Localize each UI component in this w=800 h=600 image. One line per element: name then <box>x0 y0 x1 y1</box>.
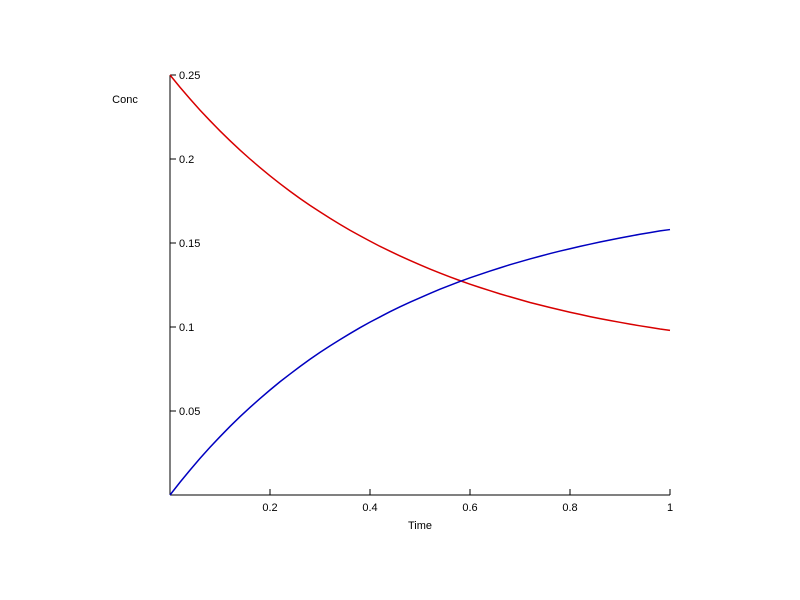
x-tick-label: 0.6 <box>462 502 477 514</box>
x-tick-label: 0.2 <box>262 502 277 514</box>
x-tick-label: 0.8 <box>562 502 577 514</box>
y-tick-label: 0.15 <box>179 238 200 250</box>
x-tick-label: 1 <box>667 502 673 514</box>
y-tick-label: 0.25 <box>179 70 200 82</box>
y-tick-label: 0.1 <box>179 322 194 334</box>
chart-container: 0.05 0.1 0.15 0.2 0.25 0.2 0.4 0.6 0.8 1 Time Conc <box>0 0 800 600</box>
line-chart: 0.05 0.1 0.15 0.2 0.25 0.2 0.4 0.6 0.8 1 Time Conc <box>0 0 800 600</box>
x-axis-label: Time <box>408 520 432 532</box>
y-axis-label: Conc <box>112 94 138 106</box>
x-tick-label: 0.4 <box>362 502 377 514</box>
y-tick-label: 0.2 <box>179 154 194 166</box>
y-tick-label: 0.05 <box>179 406 200 418</box>
